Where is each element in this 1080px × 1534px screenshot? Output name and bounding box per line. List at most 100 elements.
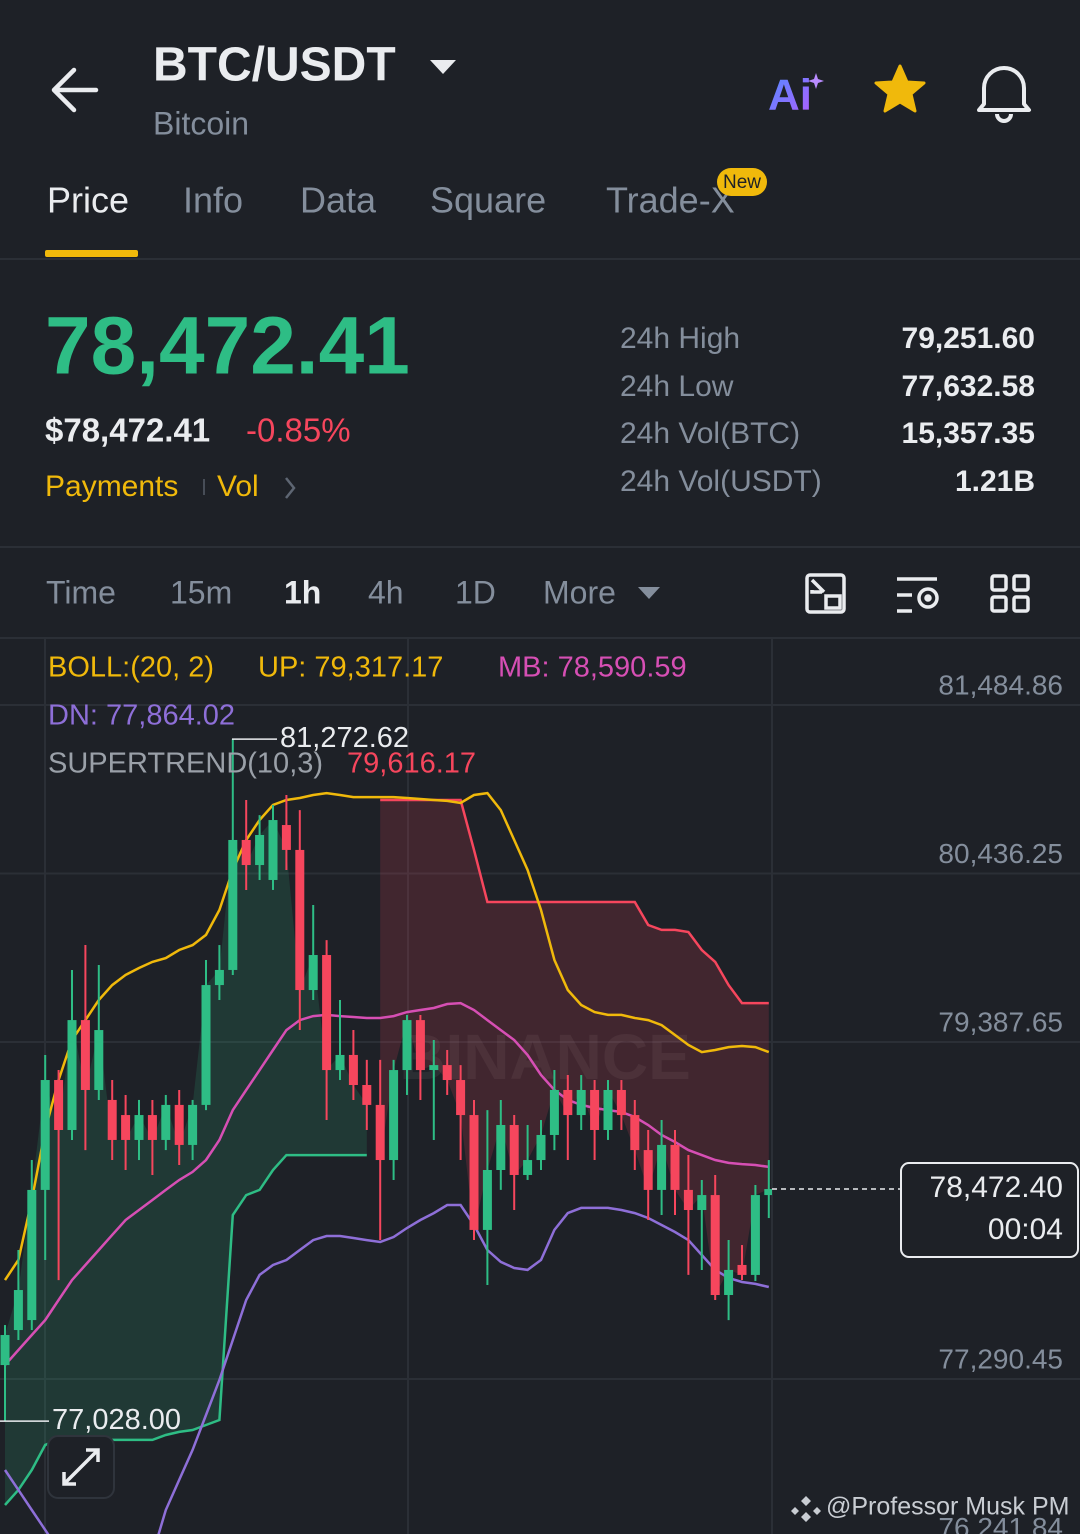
candle-body — [13, 1290, 23, 1331]
stat-value: 79,251.60 — [902, 322, 1035, 355]
candle-body — [107, 1099, 117, 1140]
legend-supertrend: SUPERTREND(10,3) — [48, 748, 323, 780]
candle-body — [308, 955, 318, 991]
candle-body — [241, 839, 251, 866]
divider — [0, 637, 1080, 639]
candle-body — [214, 969, 224, 986]
grid — [0, 639, 1080, 1534]
expand-button[interactable] — [47, 1435, 115, 1499]
new-badge — [717, 168, 767, 196]
candle-body — [697, 1195, 707, 1211]
stat-label: 24h Vol(BTC) — [620, 417, 800, 450]
candle-body — [375, 1104, 385, 1161]
ai-button[interactable]: Ai — [768, 71, 812, 120]
y-tick-label: 76,241.84 — [938, 1512, 1063, 1534]
tab[interactable]: Price — [47, 180, 129, 221]
more-dropdown[interactable] — [638, 587, 660, 599]
fullscreen-icon[interactable] — [805, 573, 846, 614]
link[interactable]: Payments — [45, 470, 178, 503]
candle-body — [94, 1030, 104, 1090]
candle-body — [630, 1115, 640, 1151]
stat-value: 77,632.58 — [902, 370, 1035, 403]
candle-body — [67, 1020, 77, 1130]
candle-body — [188, 1104, 198, 1145]
layout-icon[interactable] — [990, 574, 1030, 613]
candle-body — [281, 825, 291, 850]
interval[interactable]: More — [543, 574, 616, 610]
candle-body — [0, 1335, 10, 1366]
candle-body — [536, 1134, 546, 1161]
legend-supertrend-value: 79,616.17 — [347, 748, 476, 780]
tab[interactable]: Data — [300, 180, 377, 221]
y-tick-label: 77,290.45 — [938, 1343, 1063, 1374]
candle-body — [429, 1065, 439, 1071]
interval-active[interactable]: 1h — [284, 574, 321, 610]
y-tick-label: 81,484.86 — [938, 669, 1063, 700]
interval[interactable]: Time — [46, 574, 116, 610]
candle-body — [174, 1104, 184, 1145]
candle-body — [134, 1115, 144, 1140]
pair-dropdown[interactable] — [430, 60, 456, 74]
tab[interactable]: Info — [183, 180, 243, 221]
candle-body — [389, 1070, 399, 1161]
boll-line — [3, 791, 770, 1281]
candle-body — [402, 1020, 412, 1071]
last-price-box — [900, 1162, 1079, 1259]
candle-body — [670, 1144, 680, 1190]
candle-body — [616, 1089, 626, 1116]
candle-body — [80, 1020, 90, 1090]
candle-body — [563, 1089, 573, 1116]
stat-value: 15,357.35 — [902, 417, 1035, 450]
candle-body — [228, 839, 238, 970]
candle-body — [482, 1170, 492, 1230]
candle-body — [161, 1104, 171, 1140]
candle-body — [27, 1189, 37, 1321]
link[interactable]: Vol — [217, 470, 259, 503]
plot-area — [0, 739, 772, 1534]
divider — [0, 546, 1080, 548]
candle-body — [469, 1115, 479, 1230]
y-tick-label: 79,387.65 — [938, 1006, 1063, 1037]
high-marker-label: 81,272.62 — [280, 722, 409, 754]
legend-entry: UP: 79,317.17 — [258, 652, 443, 684]
low-marker-label: 77,028.00 — [52, 1404, 181, 1436]
fiat-price: $78,472.41 — [45, 412, 210, 449]
legend-boll: BOLL:(20, 2) — [48, 652, 214, 684]
candle-body — [737, 1264, 747, 1275]
legend-entry: DN: 77,864.02 — [48, 700, 235, 732]
candle-body — [54, 1080, 64, 1130]
indicator-icon[interactable] — [897, 577, 939, 613]
interval[interactable]: 1D — [455, 574, 496, 610]
alert-bell[interactable] — [977, 66, 1031, 123]
tab[interactable]: Trade-X — [606, 180, 735, 221]
ai-sparkle — [808, 73, 824, 89]
interval[interactable]: 4h — [368, 574, 404, 610]
candle-body — [348, 1054, 358, 1086]
stat-label: 24h Vol(USDT) — [620, 465, 822, 498]
boll-line — [4, 1001, 769, 1366]
favorite-star[interactable] — [874, 64, 926, 113]
candle-body — [509, 1125, 519, 1175]
credit-logo — [791, 1496, 821, 1522]
candle-body — [590, 1089, 600, 1130]
interval[interactable]: 15m — [170, 574, 232, 610]
candle-body — [764, 1189, 772, 1196]
pair-title[interactable]: BTC/USDT — [153, 39, 396, 92]
candle-body — [643, 1150, 653, 1190]
back-button[interactable] — [51, 67, 99, 113]
candle-body — [549, 1089, 559, 1135]
candle-body — [295, 849, 305, 991]
candle-body — [40, 1080, 50, 1190]
active-tab-indicator — [45, 250, 138, 257]
candle-body — [268, 820, 278, 880]
separator — [203, 479, 205, 495]
last-price: 78,472.41 — [45, 301, 410, 392]
candle-body — [255, 834, 265, 866]
candle-body — [362, 1085, 372, 1105]
candle-body — [523, 1160, 533, 1175]
candle-body — [657, 1144, 667, 1190]
tab[interactable]: Square — [430, 180, 546, 221]
supertrend-fill — [5, 820, 367, 1506]
candle-body — [335, 1054, 345, 1071]
